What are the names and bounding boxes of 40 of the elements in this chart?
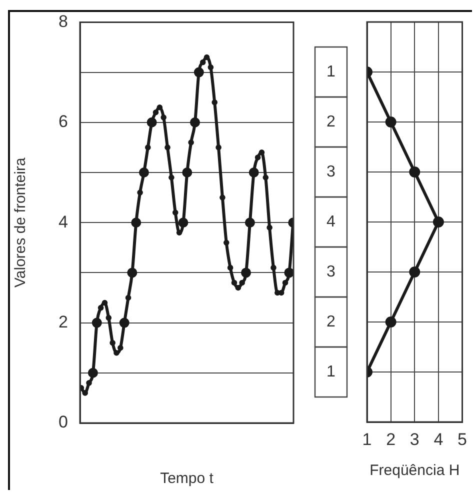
point bbox=[284, 268, 294, 278]
point bbox=[88, 368, 98, 378]
point bbox=[182, 168, 192, 178]
point bbox=[138, 168, 149, 178]
point bbox=[385, 316, 396, 328]
y-tick-label: 4 bbox=[326, 213, 336, 230]
x-tick-label: 3 bbox=[410, 430, 420, 449]
y-axis-title: Valores de fronteira bbox=[12, 157, 30, 288]
y-tick-label: 3 bbox=[326, 163, 336, 180]
point bbox=[178, 218, 188, 228]
x-tick-label: 1 bbox=[362, 430, 372, 449]
point bbox=[119, 318, 130, 328]
x-tick-label: 2 bbox=[386, 430, 396, 449]
point bbox=[385, 116, 396, 128]
y-tick-label: 8 bbox=[58, 12, 68, 31]
point bbox=[194, 67, 204, 78]
point bbox=[146, 117, 157, 128]
point bbox=[92, 318, 102, 328]
x-axis-title: Tempo t bbox=[160, 470, 214, 488]
point bbox=[432, 216, 444, 228]
point bbox=[248, 168, 259, 178]
point bbox=[409, 166, 420, 178]
y-tick-label: 2 bbox=[326, 313, 336, 330]
y-tick-label: 3 bbox=[326, 263, 336, 280]
point bbox=[131, 218, 142, 228]
point bbox=[244, 218, 255, 228]
y-tick-label: 1 bbox=[326, 363, 336, 380]
y-tick-label: 4 bbox=[58, 212, 68, 232]
point bbox=[190, 117, 200, 128]
point bbox=[241, 268, 252, 278]
y-tick-label: 2 bbox=[58, 312, 68, 332]
point bbox=[409, 266, 420, 278]
y-tick-label: 2 bbox=[326, 113, 336, 130]
y-tick-label: 1 bbox=[326, 63, 336, 80]
y-tick-label: 0 bbox=[58, 412, 68, 432]
x-tick-label: 4 bbox=[434, 430, 444, 449]
x-tick-label: 5 bbox=[458, 430, 468, 449]
y-tick-label: 6 bbox=[58, 112, 68, 132]
x-axis-title: Freqüência H bbox=[370, 462, 460, 480]
point bbox=[127, 268, 138, 278]
